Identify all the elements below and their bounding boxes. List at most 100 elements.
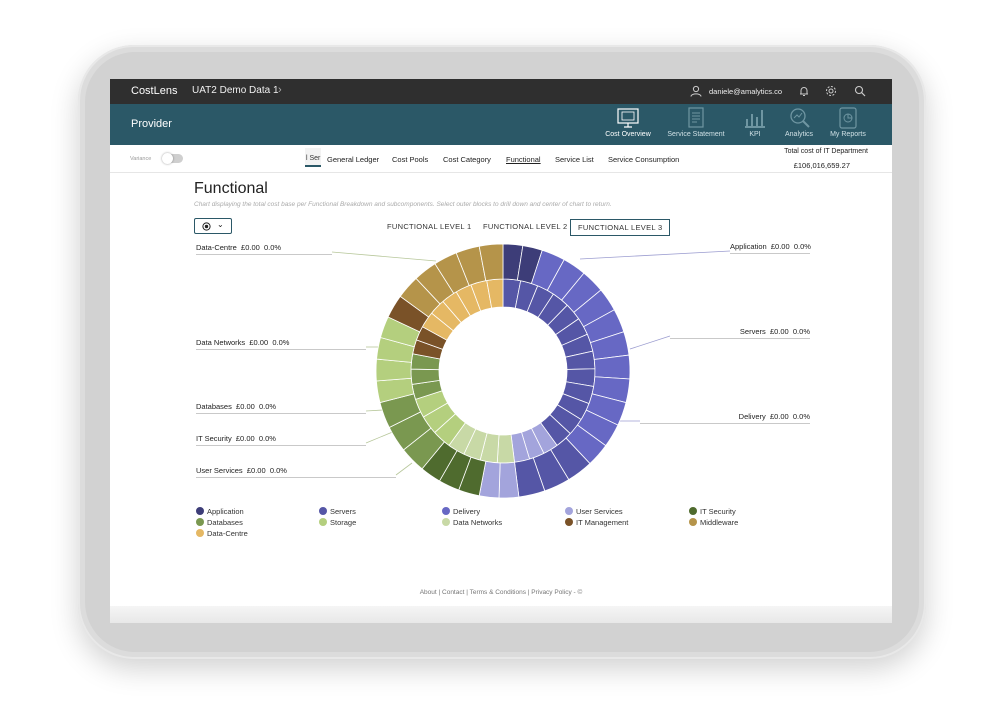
legend-dot (689, 507, 697, 515)
callout-name: Data Networks (196, 338, 246, 347)
sunburst-center[interactable] (439, 307, 567, 435)
variance-toggle[interactable] (162, 153, 183, 164)
nav-analytics[interactable]: Analytics (766, 107, 832, 145)
report-icon (839, 107, 857, 129)
callout-it-security: IT Security £0.00 0.0% (196, 434, 366, 446)
nav-kpi[interactable]: KPI (722, 107, 788, 145)
legend-item-storage[interactable]: Storage (319, 518, 356, 527)
provider-title: Provider (131, 118, 172, 130)
legend-item-user-services[interactable]: User Services (565, 507, 623, 516)
callout-pct: 0.0% (258, 434, 276, 443)
total-cost-label: Total cost of IT Department (784, 148, 868, 155)
legend-dot (442, 507, 450, 515)
legend-item-data-networks[interactable]: Data Networks (442, 518, 502, 527)
leader-line (331, 251, 437, 262)
brand-logo[interactable]: CostLens (131, 85, 178, 97)
functional-level-3-button[interactable]: FUNCTIONAL LEVEL 3 (570, 219, 671, 236)
dataset-selector[interactable]: UAT2 Demo Data 1 (192, 85, 279, 96)
legend-label: Application (207, 507, 244, 516)
functional-level-2-button[interactable]: FUNCTIONAL LEVEL 2 (483, 222, 568, 231)
total-cost-value: £106,016,659.27 (793, 161, 850, 170)
callout-value: £0.00 (769, 412, 789, 421)
tab-functional[interactable]: Functional (506, 155, 541, 164)
leader-line (365, 430, 396, 444)
target-icon (202, 222, 211, 231)
legend-label: Storage (330, 518, 357, 527)
sunburst-segment-data-networks[interactable] (496, 434, 515, 464)
legend-dot (196, 529, 204, 537)
functional-level-1-button[interactable]: FUNCTIONAL LEVEL 1 (387, 222, 472, 231)
tab-service-list[interactable]: Service List (555, 155, 594, 164)
callout-pct: 0.0% (272, 338, 290, 347)
legend-dot (442, 518, 450, 526)
callout-databases: Databases £0.00 0.0% (196, 402, 366, 414)
nav-my-reports[interactable]: My Reports (815, 107, 881, 145)
callout-delivery: Delivery £0.00 0.0% (640, 412, 810, 424)
legend-label: IT Security (700, 507, 736, 516)
monitor-icon (617, 108, 639, 128)
legend-item-middleware[interactable]: Middleware (689, 518, 738, 527)
legend-label: User Services (576, 507, 623, 516)
chart-legend: Application Servers Delivery User Servic… (196, 507, 796, 543)
nav-my-reports-label: My Reports (830, 131, 866, 138)
tab-service-consumption[interactable]: Service Consumption (608, 155, 680, 164)
user-icon[interactable] (690, 85, 702, 97)
legend-label: Databases (207, 518, 243, 527)
toggle-knob (162, 153, 173, 164)
leader-line (395, 462, 413, 476)
nav-analytics-label: Analytics (784, 131, 813, 138)
legend-dot (565, 518, 573, 526)
nav-service-statement-label: Service Statement (667, 131, 725, 138)
legend-item-servers[interactable]: Servers (319, 507, 356, 516)
legend-item-it-security[interactable]: IT Security (689, 507, 736, 516)
legend-dot (689, 518, 697, 526)
provider-bar: Provider Cost Overview Service Statement… (110, 104, 892, 145)
view-selector[interactable]: ⌄ (194, 218, 232, 234)
callout-value: £0.00 (236, 402, 255, 411)
search-icon[interactable] (854, 85, 866, 97)
magnifier-chart-icon (790, 108, 810, 128)
bell-icon[interactable] (798, 85, 810, 97)
callout-name: Delivery (738, 412, 766, 421)
nav-cost-overview-label: Cost Overview (605, 131, 651, 138)
legend-label: Servers (330, 507, 356, 516)
tab-service-partial[interactable]: l Ser (305, 148, 321, 167)
callout-pct: 0.0% (269, 466, 287, 475)
sunburst-segment-storage[interactable] (375, 358, 412, 382)
legend-item-databases[interactable]: Databases (196, 518, 243, 527)
legend-dot (196, 507, 204, 515)
callout-pct: 0.0% (792, 327, 810, 336)
nav-service-statement[interactable]: Service Statement (663, 107, 729, 145)
gear-icon[interactable] (825, 85, 837, 97)
page-description: Chart displaying the total cost base per… (194, 201, 612, 208)
legend-label: Delivery (453, 507, 481, 516)
tab-cost-category[interactable]: Cost Category (443, 155, 491, 164)
legend-dot (565, 507, 573, 515)
nav-kpi-label: KPI (749, 131, 761, 138)
legend-item-data-centre[interactable]: Data-Centre (196, 529, 248, 538)
legend-item-application[interactable]: Application (196, 507, 244, 516)
legend-label: Middleware (700, 518, 739, 527)
chevron-down-icon: ⌄ (217, 220, 224, 229)
callout-value: £0.00 (241, 243, 260, 252)
sunburst-segment-middleware[interactable] (478, 243, 504, 282)
footer-shade (110, 606, 892, 623)
sunburst-chart[interactable] (110, 79, 892, 623)
callout-value: £0.00 (770, 242, 790, 251)
callout-user-services: User Services £0.00 0.0% (196, 466, 396, 478)
callout-data-networks: Data Networks £0.00 0.0% (196, 338, 366, 350)
sunburst-segment-delivery[interactable] (593, 354, 631, 380)
footer-links[interactable]: About | Contact | Terms & Conditions | P… (419, 589, 583, 596)
tab-cost-pools[interactable]: Cost Pools (392, 155, 429, 164)
legend-item-it-management[interactable]: IT Management (565, 518, 628, 527)
nav-cost-overview[interactable]: Cost Overview (595, 107, 661, 145)
callout-application: Application £0.00 0.0% (730, 242, 811, 254)
chevron-right-icon[interactable]: › (278, 84, 282, 96)
legend-item-delivery[interactable]: Delivery (442, 507, 480, 516)
tab-general-ledger[interactable]: General Ledger (327, 155, 380, 164)
bar-chart-icon (745, 110, 765, 128)
user-email[interactable]: daniele@amalytics.co (709, 87, 783, 96)
callout-name: Databases (196, 402, 232, 411)
page-title: Functional (194, 180, 268, 197)
callout-data-centre: Data-Centre £0.00 0.0% (196, 243, 332, 255)
